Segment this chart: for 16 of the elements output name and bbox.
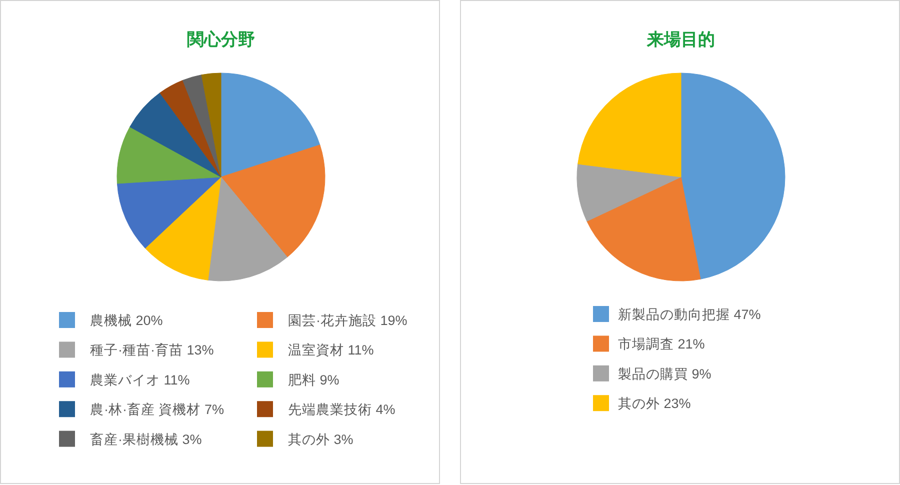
legend-label: 其の外 23% [618, 396, 691, 412]
chart-title: 来場目的 [646, 30, 715, 49]
legend-label: 農機械 20% [90, 313, 163, 328]
chart-title: 関心分野 [187, 30, 255, 49]
legend-label: 其の外 3% [288, 432, 354, 447]
legend-label: 種子·種苗·育苗 13% [90, 342, 214, 358]
legend-label: 農業バイオ 11% [90, 372, 190, 388]
legend-label: 温室資材 11% [288, 342, 374, 358]
legend-label: 畜産·果樹機械 3% [90, 430, 202, 447]
legend-label: 製品の購買 9% [618, 366, 712, 382]
legend-label: 園芸·花卉施設 19% [288, 313, 408, 328]
legend-label: 先端農業技術 4% [288, 402, 396, 418]
legend-label: 市場調査 21% [618, 336, 705, 352]
legend-label: 農·林·畜産 資機材 7% [90, 401, 224, 418]
legend-label: 新製品の動向把握 47% [618, 307, 761, 322]
legend-label: 肥料 9% [288, 372, 340, 388]
